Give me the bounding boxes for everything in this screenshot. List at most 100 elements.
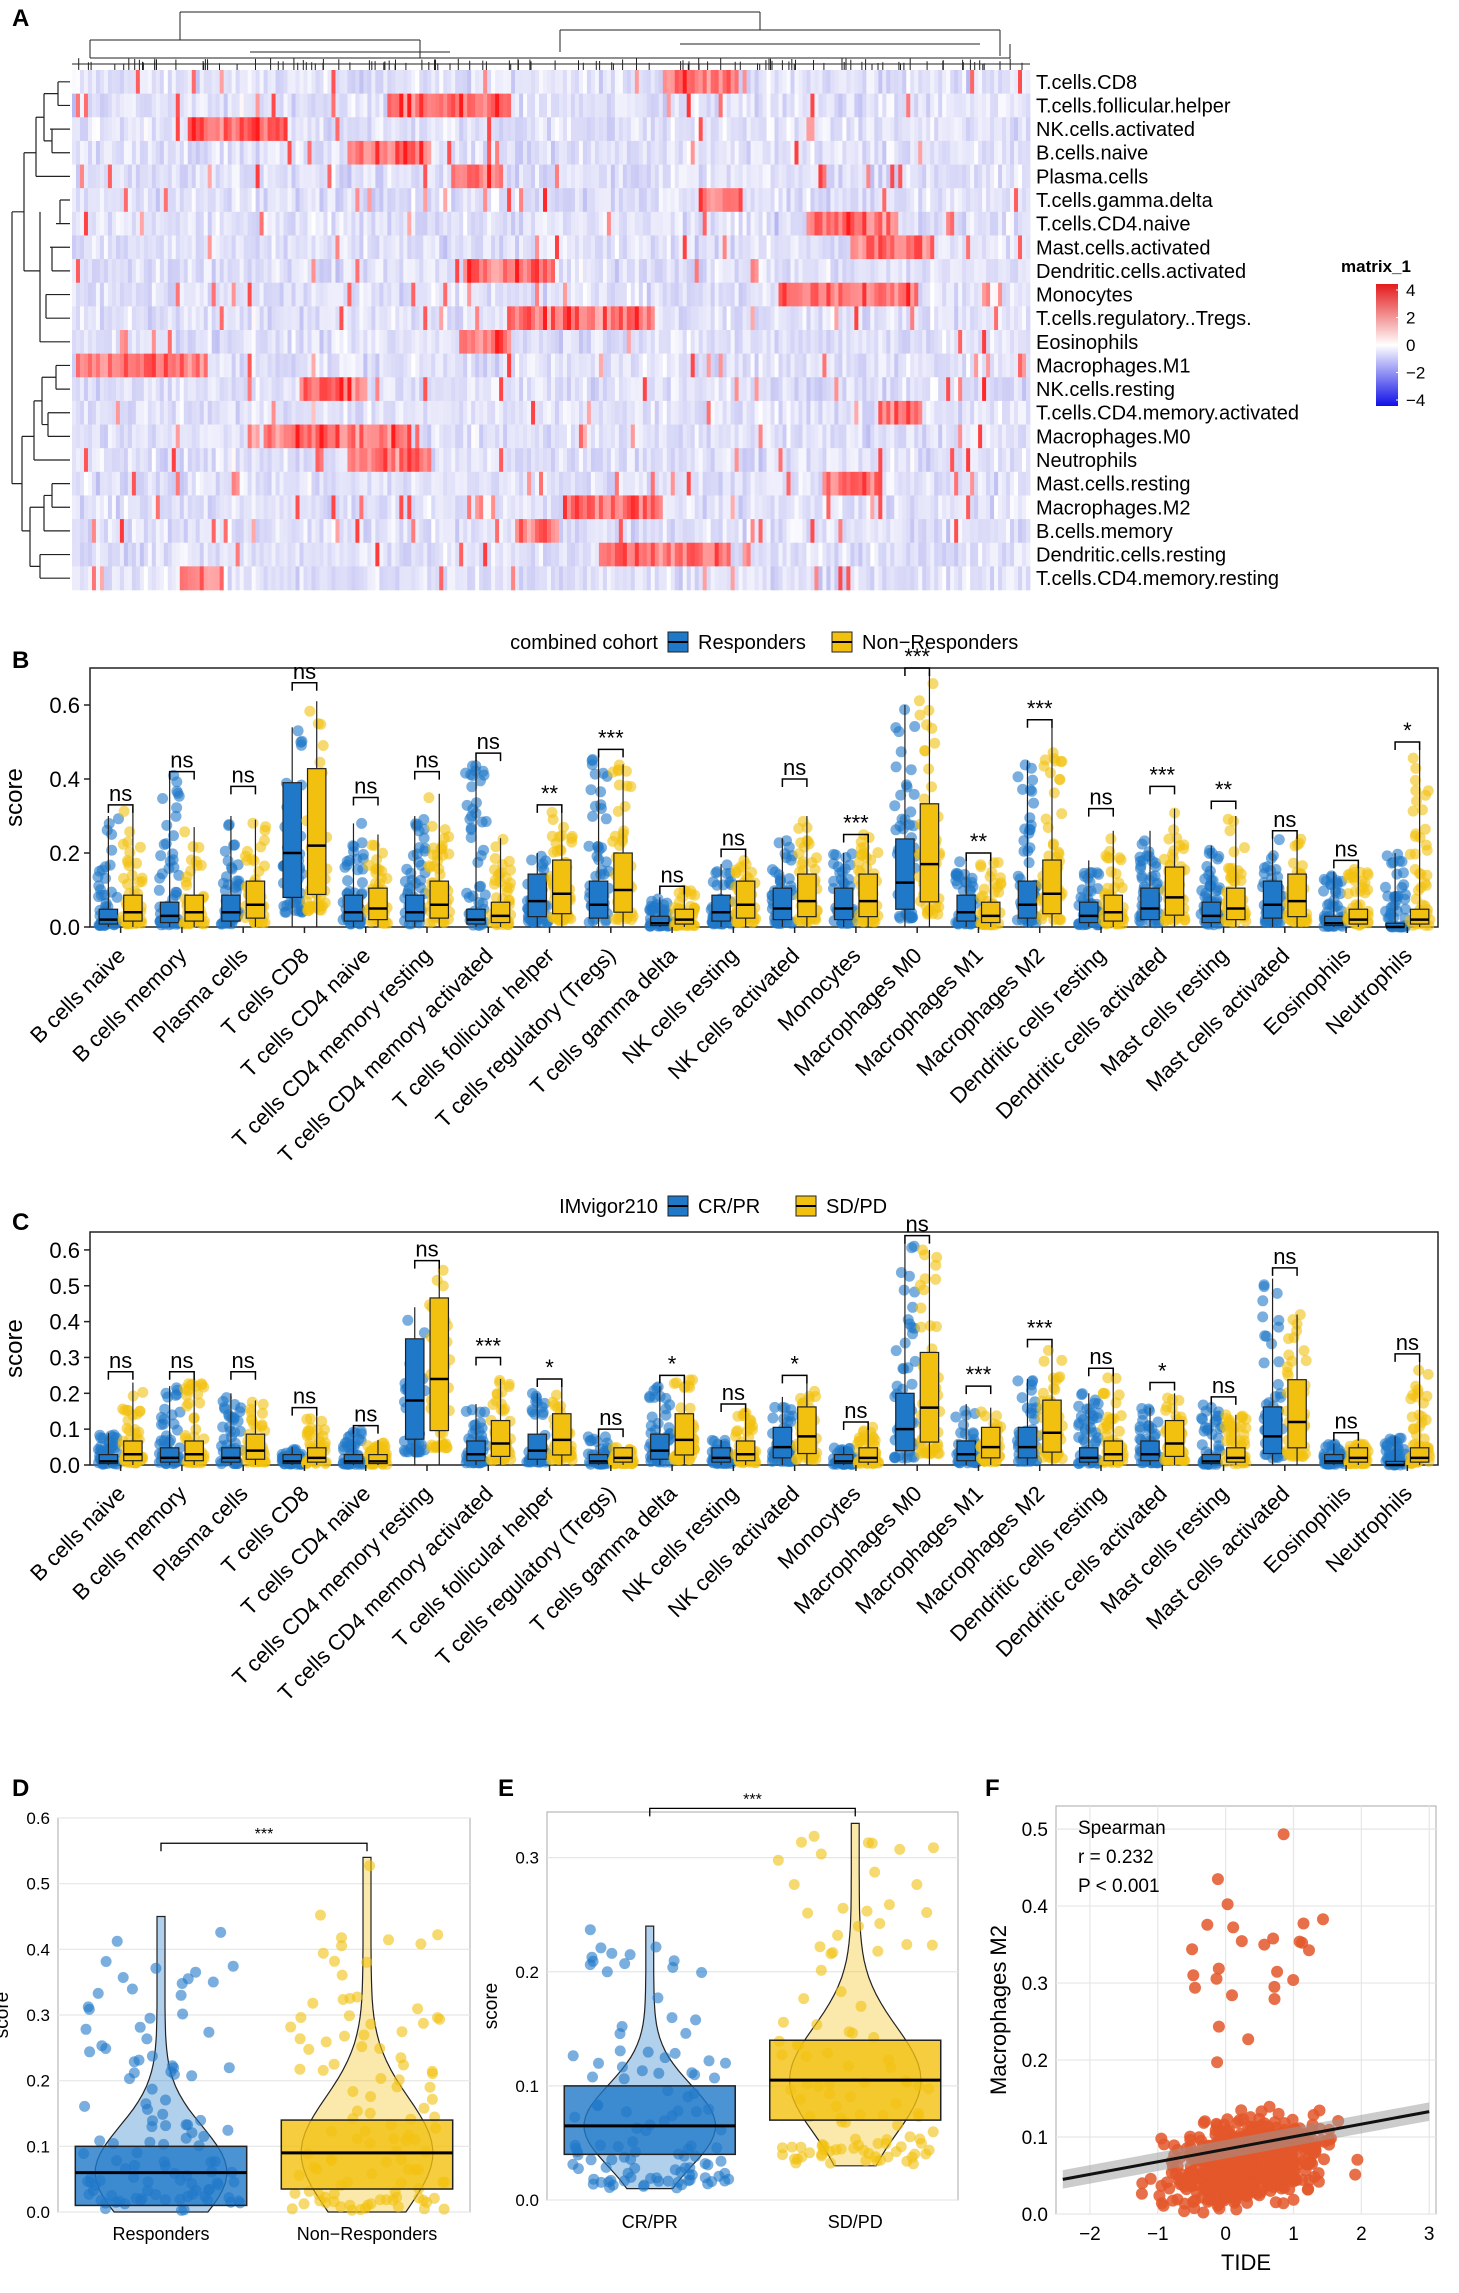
heatmap-cell (251, 542, 257, 567)
heatmap-cell (431, 117, 436, 142)
heatmap-cell (411, 353, 416, 378)
heatmap-cell (838, 140, 843, 165)
heatmap-cell (666, 542, 672, 567)
heatmap-cell (642, 495, 648, 520)
heatmap-cell (243, 377, 249, 402)
heatmap-cell (231, 117, 237, 142)
heatmap-cell (527, 140, 532, 165)
heatmap-cell (846, 282, 851, 307)
heatmap-cell (307, 259, 312, 284)
heatmap-cell (239, 140, 245, 165)
heatmap-cell (131, 400, 137, 425)
heatmap-cell (235, 542, 241, 567)
heatmap-cell (311, 471, 316, 496)
heatmap-cell (586, 140, 592, 165)
heatmap-cell (483, 117, 488, 142)
heatmap-cell (139, 519, 145, 544)
heatmap-cell (894, 424, 899, 449)
heatmap-cell (810, 542, 815, 567)
heatmap-cell (503, 164, 508, 189)
heatmap-cell (602, 117, 608, 142)
heatmap-cell (311, 188, 316, 213)
heatmap-cell (790, 117, 795, 142)
heatmap-cell (491, 70, 496, 94)
heatmap-cell (950, 93, 955, 118)
heatmap-cell (778, 282, 783, 307)
heatmap-cell (531, 70, 536, 94)
heatmap-cell (882, 259, 887, 284)
heatmap-cell (351, 448, 356, 473)
heatmap-cell (191, 400, 197, 425)
heatmap-cell (894, 211, 899, 236)
heatmap-cell (435, 164, 440, 189)
heatmap-cell (958, 400, 963, 425)
heatmap-cell (547, 70, 552, 94)
heatmap-cell (650, 424, 656, 449)
heatmap-cell (630, 306, 636, 331)
heatmap-cell (986, 282, 991, 307)
heatmap-cell (107, 117, 113, 142)
heatmap-cell (766, 70, 771, 94)
heatmap-cell (315, 495, 320, 520)
heatmap-cell (115, 117, 121, 142)
heatmap-cell (918, 519, 923, 544)
heatmap-cell (734, 353, 740, 378)
heatmap-cell (531, 188, 536, 213)
heatmap-cell (459, 235, 464, 260)
heatmap-cell (423, 70, 428, 94)
heatmap-cell (686, 93, 692, 118)
heatmap-cell (1022, 282, 1027, 307)
heatmap-cell (439, 519, 444, 544)
heatmap-cell (319, 519, 324, 544)
heatmap-cell (91, 93, 97, 118)
heatmap-cell (175, 117, 181, 142)
heatmap-cell (255, 93, 261, 118)
heatmap-cell (802, 282, 807, 307)
heatmap-cell (167, 211, 173, 236)
heatmap-cell (275, 188, 280, 213)
heatmap-cell (898, 93, 903, 118)
heatmap-cell (543, 93, 548, 118)
heatmap-cell (722, 235, 728, 260)
heatmap-cell (327, 282, 332, 307)
heatmap-cell (634, 377, 640, 402)
heatmap-cell (562, 282, 568, 307)
heatmap-cell (447, 424, 452, 449)
heatmap-cell (523, 259, 528, 284)
heatmap-cell (894, 519, 899, 544)
heatmap-cell (179, 330, 185, 354)
heatmap-cell (187, 424, 193, 449)
heatmap-cell (738, 259, 743, 284)
heatmap-cell (734, 211, 740, 236)
heatmap-cell (582, 188, 588, 213)
heatmap-cell (558, 93, 564, 118)
heatmap-cell (598, 400, 604, 425)
heatmap-cell (259, 471, 264, 496)
heatmap-cell (634, 400, 640, 425)
heatmap-cell (195, 424, 201, 449)
heatmap-cell (642, 259, 648, 284)
heatmap-cell (650, 448, 656, 473)
heatmap-cell (435, 353, 440, 378)
heatmap-cell (347, 519, 352, 544)
heatmap-cell (858, 164, 863, 189)
heatmap-cell (634, 93, 640, 118)
heatmap-cell (299, 330, 304, 354)
heatmap-cell (950, 211, 955, 236)
heatmap-cell (331, 93, 336, 118)
heatmap-cell (91, 519, 97, 544)
heatmap-cell (511, 400, 516, 425)
heatmap-cell (874, 400, 879, 425)
heatmap-cell (890, 211, 895, 236)
heatmap-cell (678, 542, 684, 567)
heatmap-cell (890, 235, 895, 260)
heatmap-cell (1014, 164, 1019, 189)
heatmap-cell (566, 306, 572, 331)
heatmap-cell (483, 471, 488, 496)
heatmap-cell (854, 164, 859, 189)
heatmap-cell (275, 259, 280, 284)
heatmap-cell (291, 117, 296, 142)
heatmap-cell (866, 306, 871, 331)
heatmap-cell (810, 377, 815, 402)
heatmap-cell (483, 377, 488, 402)
